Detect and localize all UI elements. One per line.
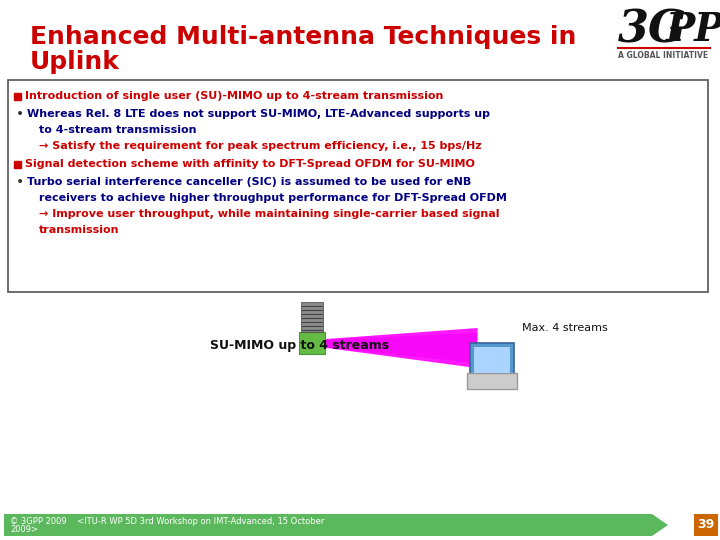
Text: to 4-stream transmission: to 4-stream transmission [39, 125, 197, 135]
Bar [299, 332, 325, 354]
FancyBboxPatch shape [470, 343, 514, 377]
Polygon shape [312, 340, 477, 354]
Text: transmission: transmission [39, 225, 120, 235]
Bar [4, 514, 652, 536]
Bar [14, 161, 21, 168]
Text: PP: PP [666, 11, 720, 49]
Text: 2009>: 2009> [10, 525, 38, 535]
Text: •: • [16, 107, 24, 121]
Text: •: • [16, 175, 24, 189]
Polygon shape [312, 328, 477, 368]
Text: 39: 39 [698, 518, 715, 531]
Text: → Improve user throughput, while maintaining single-carrier based signal: → Improve user throughput, while maintai… [39, 209, 500, 219]
Text: Uplink: Uplink [30, 50, 120, 74]
FancyBboxPatch shape [8, 80, 708, 292]
Polygon shape [312, 338, 477, 358]
Polygon shape [312, 333, 477, 363]
Bar [694, 514, 718, 536]
Text: Max. 4 streams: Max. 4 streams [522, 323, 608, 333]
Text: A GLOBAL INITIATIVE: A GLOBAL INITIATIVE [618, 51, 708, 59]
Text: SU-MIMO up to 4 streams: SU-MIMO up to 4 streams [210, 339, 389, 352]
Polygon shape [652, 514, 668, 536]
Text: receivers to achieve higher throughput performance for DFT-Spread OFDM: receivers to achieve higher throughput p… [39, 193, 507, 203]
Text: Turbo serial interference canceller (SIC) is assumed to be used for eNB: Turbo serial interference canceller (SIC… [27, 177, 472, 187]
Text: Enhanced Multi-antenna Techniques in: Enhanced Multi-antenna Techniques in [30, 25, 577, 49]
Text: Whereas Rel. 8 LTE does not support SU-MIMO, LTE-Advanced supports up: Whereas Rel. 8 LTE does not support SU-M… [27, 109, 490, 119]
Text: © 3GPP 2009    <ITU-R WP 5D 3rd Workshop on IMT-Advanced, 15 October: © 3GPP 2009 <ITU-R WP 5D 3rd Workshop on… [10, 517, 325, 526]
Text: 3G: 3G [618, 9, 687, 51]
FancyBboxPatch shape [467, 373, 517, 389]
Bar [474, 347, 510, 373]
Polygon shape [312, 340, 477, 350]
Text: Introduction of single user (SU)-MIMO up to 4-stream transmission: Introduction of single user (SU)-MIMO up… [25, 91, 444, 101]
Text: → Satisfy the requirement for peak spectrum efficiency, i.e., 15 bps/Hz: → Satisfy the requirement for peak spect… [39, 141, 482, 151]
Bar [301, 302, 323, 332]
Text: Signal detection scheme with affinity to DFT-Spread OFDM for SU-MIMO: Signal detection scheme with affinity to… [25, 159, 475, 169]
Bar [14, 93, 21, 100]
